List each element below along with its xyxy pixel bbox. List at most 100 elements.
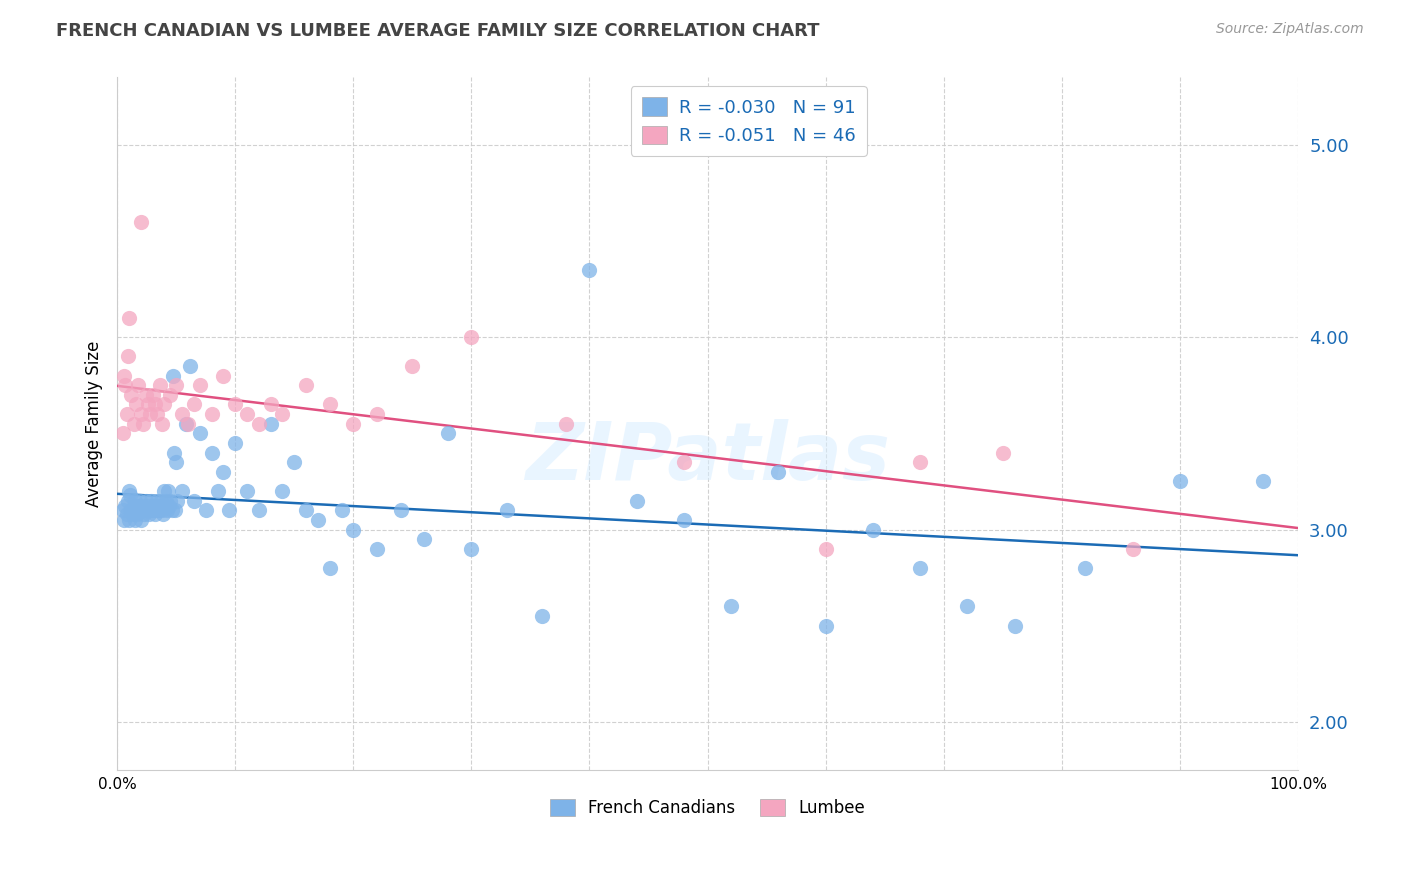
Point <box>177 417 200 431</box>
Point <box>319 561 342 575</box>
Point <box>146 493 169 508</box>
Text: FRENCH CANADIAN VS LUMBEE AVERAGE FAMILY SIZE CORRELATION CHART: FRENCH CANADIAN VS LUMBEE AVERAGE FAMILY… <box>56 22 820 40</box>
Point <box>163 503 186 517</box>
Point <box>218 503 240 517</box>
Point <box>152 507 174 521</box>
Point <box>136 500 159 514</box>
Point <box>120 503 142 517</box>
Point <box>156 484 179 499</box>
Point <box>121 507 143 521</box>
Point <box>260 417 283 431</box>
Point <box>139 407 162 421</box>
Point <box>149 493 172 508</box>
Point <box>908 455 931 469</box>
Point <box>124 513 146 527</box>
Point <box>366 541 388 556</box>
Point <box>159 493 181 508</box>
Point <box>342 523 364 537</box>
Point <box>295 378 318 392</box>
Point <box>212 465 235 479</box>
Point <box>814 618 837 632</box>
Point <box>129 407 152 421</box>
Point <box>118 310 141 325</box>
Point <box>188 426 211 441</box>
Point <box>160 503 183 517</box>
Point <box>153 484 176 499</box>
Text: ZIPatlas: ZIPatlas <box>524 419 890 498</box>
Point <box>163 445 186 459</box>
Point <box>495 503 517 517</box>
Point <box>124 493 146 508</box>
Point <box>150 503 173 517</box>
Point <box>134 507 156 521</box>
Point <box>149 378 172 392</box>
Point <box>165 378 187 392</box>
Point <box>271 407 294 421</box>
Point <box>118 513 141 527</box>
Point <box>330 503 353 517</box>
Point <box>1168 475 1191 489</box>
Point <box>142 503 165 517</box>
Point <box>142 388 165 402</box>
Point <box>132 417 155 431</box>
Point <box>319 397 342 411</box>
Point <box>295 503 318 517</box>
Text: Source: ZipAtlas.com: Source: ZipAtlas.com <box>1216 22 1364 37</box>
Point <box>122 417 145 431</box>
Point <box>401 359 423 373</box>
Point <box>271 484 294 499</box>
Point <box>342 417 364 431</box>
Point <box>156 503 179 517</box>
Point <box>142 500 165 514</box>
Point <box>141 493 163 508</box>
Point <box>720 599 742 614</box>
Point <box>148 503 170 517</box>
Point <box>1004 618 1026 632</box>
Point <box>956 599 979 614</box>
Point <box>260 397 283 411</box>
Point <box>183 493 205 508</box>
Point <box>112 503 135 517</box>
Point <box>460 330 482 344</box>
Point <box>159 388 181 402</box>
Point <box>135 493 157 508</box>
Point <box>125 503 148 517</box>
Point <box>118 484 141 499</box>
Point <box>114 500 136 514</box>
Point <box>120 488 142 502</box>
Point <box>247 417 270 431</box>
Point <box>145 503 167 517</box>
Point <box>146 407 169 421</box>
Point <box>135 388 157 402</box>
Point <box>207 484 229 499</box>
Point <box>224 397 246 411</box>
Point <box>389 503 412 517</box>
Point <box>155 493 177 508</box>
Point <box>179 359 201 373</box>
Point <box>672 513 695 527</box>
Point <box>136 397 159 411</box>
Point <box>127 507 149 521</box>
Point <box>131 500 153 514</box>
Point <box>120 388 142 402</box>
Point <box>172 407 194 421</box>
Point <box>366 407 388 421</box>
Point <box>183 397 205 411</box>
Point <box>768 465 790 479</box>
Point <box>554 417 576 431</box>
Point <box>129 513 152 527</box>
Point <box>115 507 138 521</box>
Point <box>117 350 139 364</box>
Point <box>283 455 305 469</box>
Point <box>236 484 259 499</box>
Point <box>201 445 224 459</box>
Y-axis label: Average Family Size: Average Family Size <box>86 341 103 507</box>
Point <box>129 503 152 517</box>
Point <box>166 493 188 508</box>
Point <box>201 407 224 421</box>
Point <box>115 407 138 421</box>
Point <box>224 436 246 450</box>
Point <box>112 513 135 527</box>
Point <box>626 493 648 508</box>
Point <box>143 507 166 521</box>
